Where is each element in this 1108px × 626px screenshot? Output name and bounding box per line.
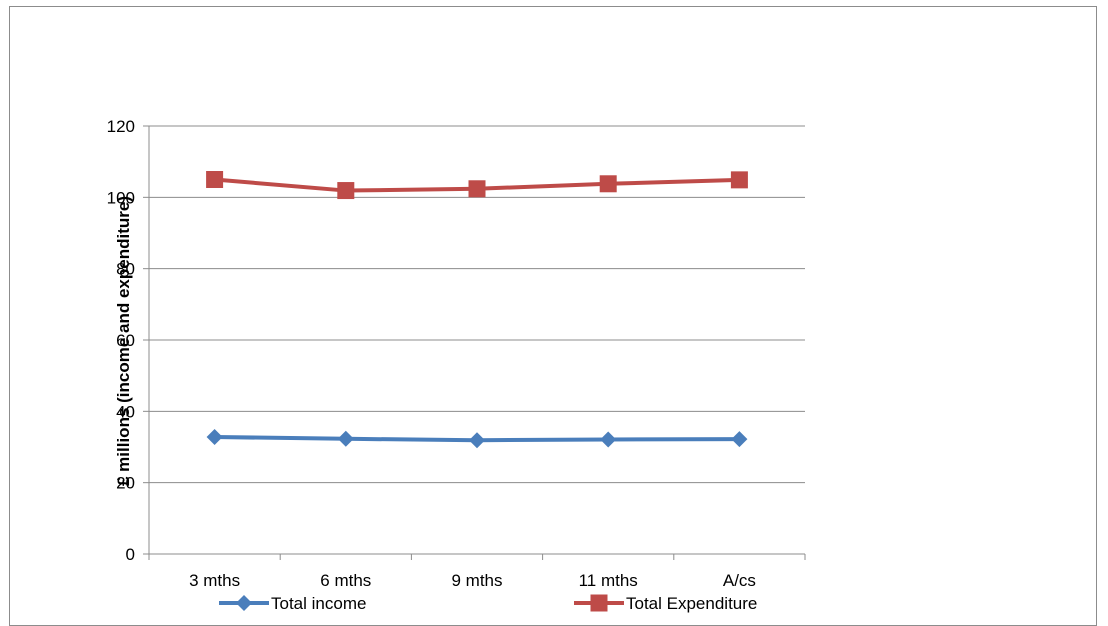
y-axis-label: £ millions (income and expenditure): [114, 196, 133, 486]
y-tick-labels: 0 20 40 60 80 100 120: [107, 117, 135, 564]
legend-marker: [236, 595, 252, 611]
data-point-square: [730, 171, 748, 189]
y-tick-label: 80: [116, 260, 135, 279]
data-point-diamond: [206, 429, 223, 446]
legend-entry-label: Total income: [271, 594, 366, 613]
data-point-square: [599, 175, 617, 193]
x-tick-label: 3 mths: [189, 571, 240, 590]
y-tick-label: 100: [107, 188, 135, 207]
data-point-square: [206, 171, 224, 188]
legend-marker: [590, 594, 608, 612]
data-point-diamond: [469, 432, 485, 449]
series-group: [206, 171, 748, 449]
data-point-diamond: [731, 431, 748, 448]
y-tick-label: 0: [126, 545, 135, 564]
y-tick-label: 60: [116, 331, 135, 350]
data-point-square: [337, 182, 355, 200]
legend-entry-label: Total Expenditure: [626, 594, 757, 613]
x-tick-label: 9 mths: [451, 571, 502, 590]
y-tick-label: 40: [116, 402, 135, 421]
chart-frame: [9, 6, 1097, 626]
data-point-diamond: [337, 430, 354, 447]
data-point-diamond: [600, 431, 617, 448]
x-tick-label: 6 mths: [320, 571, 371, 590]
x-tick-label: 11 mths: [579, 571, 638, 590]
series-total-income: [206, 429, 748, 449]
x-tick-labels: 3 mths 6 mths 9 mths 11 mths A/cs: [148, 554, 806, 590]
y-tick-label: 120: [107, 117, 135, 136]
y-tick-label: 20: [116, 474, 135, 493]
gridlines: [143, 125, 805, 555]
data-point-square: [468, 180, 486, 198]
legend: Total income Total Expenditure: [219, 594, 757, 613]
x-tick-label: A/cs: [723, 571, 756, 590]
series-total-expenditure: [206, 171, 748, 200]
